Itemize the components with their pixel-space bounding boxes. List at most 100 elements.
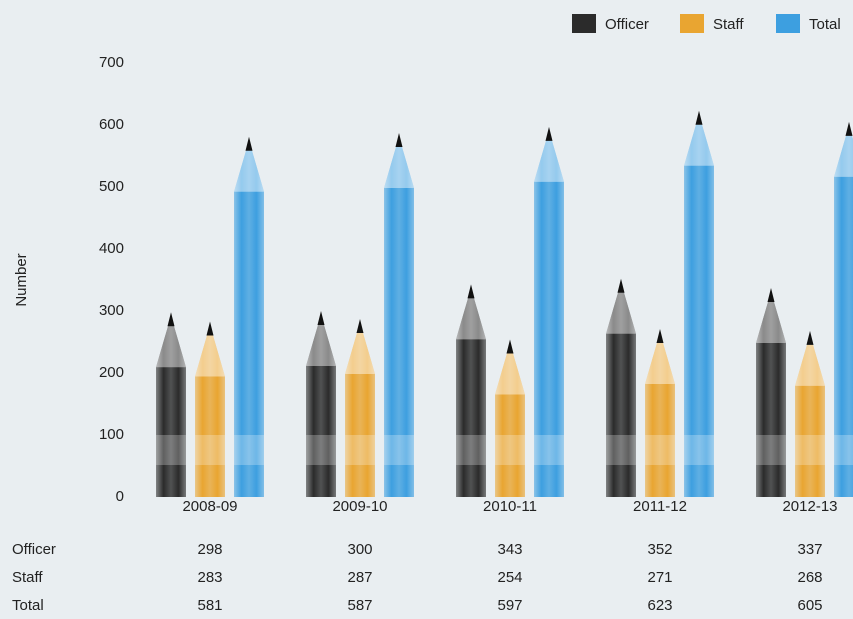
- pencil-tip: [845, 121, 853, 136]
- pencil-tip: [206, 321, 214, 336]
- pencil: [345, 333, 375, 497]
- pencil-wood: [606, 292, 636, 334]
- pencil: [756, 302, 786, 497]
- pencil-wood: [495, 353, 525, 395]
- pencil-band: [756, 435, 786, 465]
- pencil-wood: [684, 124, 714, 166]
- pencil-band: [384, 435, 414, 465]
- pencil-tip: [467, 284, 475, 299]
- pencil: [156, 326, 186, 497]
- x-tick-label: 2010-11: [483, 498, 537, 515]
- pencil-tip: [545, 126, 553, 141]
- pencil: [834, 135, 853, 497]
- pencil-wood: [195, 335, 225, 377]
- table-row-label: Officer: [12, 541, 56, 558]
- x-tick-label: 2012-13: [782, 498, 837, 515]
- pencil-wood: [756, 302, 786, 344]
- pencil-wood: [645, 342, 675, 384]
- pencil: [684, 124, 714, 498]
- y-tick-label: 100: [99, 426, 124, 443]
- legend-label: Officer: [605, 16, 649, 33]
- pencil-band: [345, 435, 375, 465]
- y-tick-label: 600: [99, 116, 124, 133]
- pencil-tip: [767, 288, 775, 303]
- table-value: 283: [197, 569, 222, 586]
- table-value: 254: [497, 569, 522, 586]
- pencil-band: [456, 435, 486, 465]
- table-value: 298: [197, 541, 222, 558]
- table-row-label: Total: [12, 597, 44, 614]
- pencil: [495, 353, 525, 497]
- pencil-band: [234, 435, 264, 465]
- pencil: [645, 342, 675, 497]
- legend-swatch: [680, 14, 704, 33]
- pencil-wood: [795, 344, 825, 386]
- y-tick-label: 400: [99, 240, 124, 257]
- pencil-wood: [306, 325, 336, 366]
- table-value: 268: [797, 569, 822, 586]
- y-tick-label: 0: [116, 488, 124, 505]
- table-value: 337: [797, 541, 822, 558]
- legend-label: Staff: [713, 16, 744, 33]
- pencil-band: [156, 435, 186, 465]
- pencil: [306, 325, 336, 497]
- table-value: 300: [347, 541, 372, 558]
- pencil: [195, 335, 225, 497]
- pencil-band: [534, 435, 564, 465]
- table-value: 352: [647, 541, 672, 558]
- pencil-wood: [156, 326, 186, 368]
- pencil: [456, 298, 486, 497]
- pencil-wood: [345, 333, 375, 375]
- pencil-band: [195, 435, 225, 465]
- legend-swatch: [776, 14, 800, 33]
- pencil-tip: [245, 136, 253, 151]
- table-value: 271: [647, 569, 672, 586]
- y-tick-label: 500: [99, 178, 124, 195]
- pencil-tip: [806, 330, 814, 345]
- pencil-band: [606, 435, 636, 465]
- pencil: [795, 344, 825, 497]
- x-tick-label: 2011-12: [633, 498, 687, 515]
- table-row-label: Staff: [12, 569, 43, 586]
- pencil-tip: [317, 311, 325, 325]
- y-tick-label: 200: [99, 364, 124, 381]
- legend-label: Total: [809, 16, 841, 33]
- pencil-wood: [234, 150, 264, 192]
- table-value: 597: [497, 597, 522, 614]
- pencil: [534, 140, 564, 498]
- y-tick-label: 300: [99, 302, 124, 319]
- table-value: 587: [347, 597, 372, 614]
- pencil-tip: [656, 328, 664, 343]
- pencil-band: [306, 435, 336, 465]
- pencil-wood: [384, 147, 414, 189]
- pencil-band: [795, 435, 825, 465]
- table-value: 581: [197, 597, 222, 614]
- pencil-tip: [356, 319, 364, 334]
- table-value: 343: [497, 541, 522, 558]
- table-value: 623: [647, 597, 672, 614]
- pencil-band: [495, 435, 525, 465]
- pencil: [606, 292, 636, 497]
- pencil-wood: [456, 298, 486, 340]
- legend-swatch: [572, 14, 596, 33]
- x-tick-label: 2009-10: [332, 498, 387, 515]
- pencil-tip: [395, 133, 403, 148]
- y-axis-label: Number: [13, 253, 30, 306]
- pencil-band: [834, 435, 853, 465]
- pencil-band: [684, 435, 714, 465]
- y-tick-label: 700: [99, 54, 124, 71]
- table-value: 605: [797, 597, 822, 614]
- pencil-band: [645, 435, 675, 465]
- pencil: [384, 147, 414, 497]
- pencil-wood: [534, 140, 564, 182]
- pencil-wood: [834, 135, 853, 177]
- pencil-tip: [167, 312, 175, 327]
- pencil-tip: [506, 339, 514, 354]
- pencil-tip: [695, 110, 703, 125]
- pencil-tip: [617, 278, 625, 293]
- pencil: [234, 150, 264, 497]
- table-value: 287: [347, 569, 372, 586]
- x-tick-label: 2008-09: [182, 498, 237, 515]
